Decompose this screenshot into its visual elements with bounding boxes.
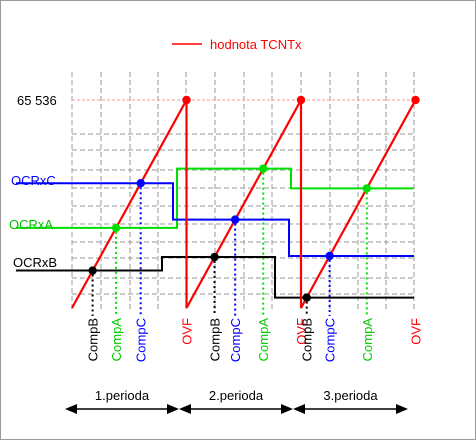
ylabel-ocrb: OCRxB [13,255,57,270]
event-label: CompB [300,318,315,361]
compare-points [88,95,420,302]
event-markers [91,172,368,316]
compare-point [210,252,219,262]
event-label: CompA [360,318,375,362]
grid [71,72,415,310]
event-label: CompA [256,318,271,362]
overflow-point [411,95,420,105]
legend: hodnota TCNTx [172,37,302,52]
event-label: CompB [208,318,223,361]
event-label: CompC [323,318,338,362]
period-label: 1.perioda [95,388,150,403]
period-arrows: 1.perioda 2.perioda 3.perioda [65,388,408,414]
counter-sawtooth [71,99,417,309]
overflow-point [296,95,306,105]
event-label: CompC [134,318,149,362]
ocra-line [16,167,414,229]
compare-point [325,251,334,261]
compare-point [259,164,268,173]
compare-point [362,184,372,193]
ylabel-max: 65 536 [17,93,57,108]
event-label: OVF [294,318,309,345]
compare-point [136,179,145,188]
legend-label: hodnota TCNTx [210,37,302,52]
compare-point [88,266,97,275]
event-label: OVF [180,318,195,345]
ylabel-ocra: OCRxA [9,217,53,232]
y-axis-labels: 65 536 OCRxC OCRxA OCRxB [9,93,57,270]
event-label: CompA [109,318,124,362]
period-label: 3.perioda [323,388,378,403]
period-label: 2.perioda [209,388,264,403]
event-label: CompC [228,318,243,362]
compare-point [230,215,240,224]
event-label: OVF [409,318,424,345]
ylabel-ocrc: OCRxC [11,173,56,188]
compare-point [302,293,311,302]
event-label: CompB [86,318,101,361]
compare-point [111,223,121,233]
overflow-point [182,95,191,105]
